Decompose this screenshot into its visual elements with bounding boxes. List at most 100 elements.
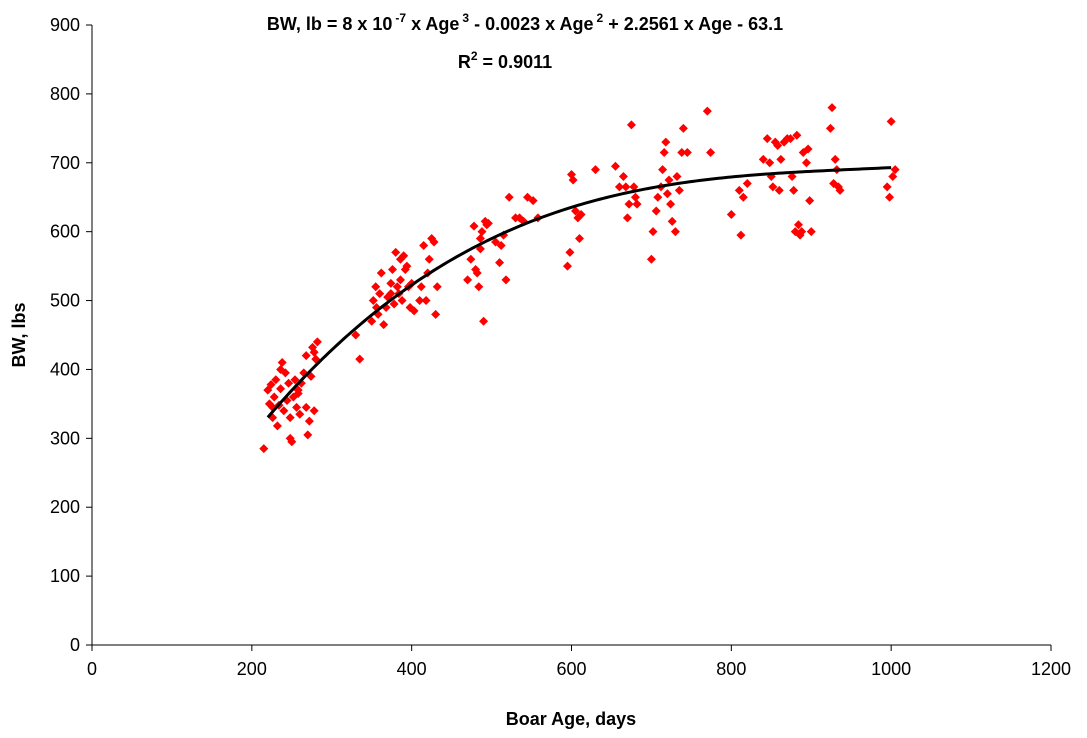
data-point: [765, 158, 775, 168]
data-point: [409, 306, 419, 316]
data-point: [429, 237, 439, 247]
data-point: [762, 134, 772, 144]
data-point: [666, 199, 676, 209]
data-point: [768, 182, 778, 192]
data-point: [618, 172, 628, 182]
data-point: [351, 330, 361, 340]
data-point: [576, 209, 586, 219]
data-point: [301, 402, 311, 412]
data-point: [301, 351, 311, 361]
data-point: [835, 185, 845, 195]
data-point: [661, 137, 671, 147]
data-point: [528, 196, 538, 206]
data-point: [659, 147, 669, 157]
data-point: [570, 206, 580, 216]
data-point: [415, 296, 425, 306]
data-point: [309, 406, 319, 416]
data-point: [563, 261, 573, 271]
x-ticks: 0 200 400 600 800 1000 1200: [87, 645, 1071, 679]
data-point: [304, 416, 314, 426]
data-point: [758, 154, 768, 164]
data-point: [792, 130, 802, 140]
data-point: [303, 430, 313, 440]
y-ticks: 0 100 200 300 400 500 600 700 800 900: [50, 15, 92, 655]
data-point: [389, 299, 399, 309]
data-point: [672, 172, 682, 182]
data-point: [424, 254, 434, 264]
data-point: [742, 178, 752, 188]
y-tick-label: 200: [50, 497, 80, 517]
data-point: [653, 192, 663, 202]
x-tick-label: 0: [87, 659, 97, 679]
data-point: [738, 192, 748, 202]
data-point: [886, 116, 896, 126]
y-tick-label: 800: [50, 84, 80, 104]
data-point: [395, 254, 405, 264]
data-point: [287, 437, 297, 447]
data-point: [379, 320, 389, 330]
data-point: [284, 378, 294, 388]
y-tick-label: 100: [50, 566, 80, 586]
data-point: [501, 275, 511, 285]
data-point: [830, 154, 840, 164]
data-points: [259, 103, 900, 454]
data-point: [827, 103, 837, 113]
data-point: [463, 275, 473, 285]
data-point: [590, 165, 600, 175]
equation-exp3: 2: [597, 11, 604, 25]
data-point: [805, 196, 815, 206]
data-point: [651, 206, 661, 216]
y-tick-label: 600: [50, 222, 80, 242]
data-point: [785, 134, 795, 144]
equation-exp1: -7: [395, 11, 406, 25]
r2-exp: 2: [471, 49, 478, 63]
data-point: [279, 406, 289, 416]
data-point: [632, 199, 642, 209]
data-point: [774, 185, 784, 195]
data-point: [483, 218, 493, 228]
data-point: [787, 172, 797, 182]
data-point: [825, 123, 835, 133]
data-point: [416, 282, 426, 292]
data-point: [614, 182, 624, 192]
data-point: [773, 141, 783, 151]
data-point: [269, 392, 279, 402]
data-point: [266, 380, 276, 390]
data-point: [312, 337, 322, 347]
plot-area: [91, 25, 1051, 646]
data-point: [368, 296, 378, 306]
y-tick-label: 500: [50, 291, 80, 311]
data-point: [801, 158, 811, 168]
data-point: [386, 278, 396, 288]
data-point: [495, 258, 505, 268]
data-point: [419, 240, 429, 250]
equation-lhs: BW, lb = 8 x 10: [267, 14, 393, 34]
data-point: [797, 227, 807, 237]
data-point: [386, 289, 396, 299]
data-point: [803, 144, 813, 154]
data-point: [466, 254, 476, 264]
data-point: [474, 282, 484, 292]
y-tick-label: 300: [50, 428, 80, 448]
polynomial-trendline: [266, 166, 892, 419]
data-point: [565, 247, 575, 257]
data-point: [491, 237, 501, 247]
data-point: [277, 358, 287, 368]
data-point: [276, 384, 286, 394]
x-tick-label: 400: [397, 659, 427, 679]
data-point: [432, 282, 442, 292]
data-point: [621, 182, 631, 192]
data-point: [646, 254, 656, 264]
data-point: [674, 185, 684, 195]
data-point: [272, 421, 282, 431]
data-point: [734, 185, 744, 195]
data-point: [475, 234, 485, 244]
data-point: [706, 147, 716, 157]
data-point: [523, 192, 533, 202]
data-point: [371, 282, 381, 292]
data-point: [885, 192, 895, 202]
data-point: [355, 354, 365, 364]
equation-part2: x Age: [406, 14, 459, 34]
data-point: [776, 154, 786, 164]
